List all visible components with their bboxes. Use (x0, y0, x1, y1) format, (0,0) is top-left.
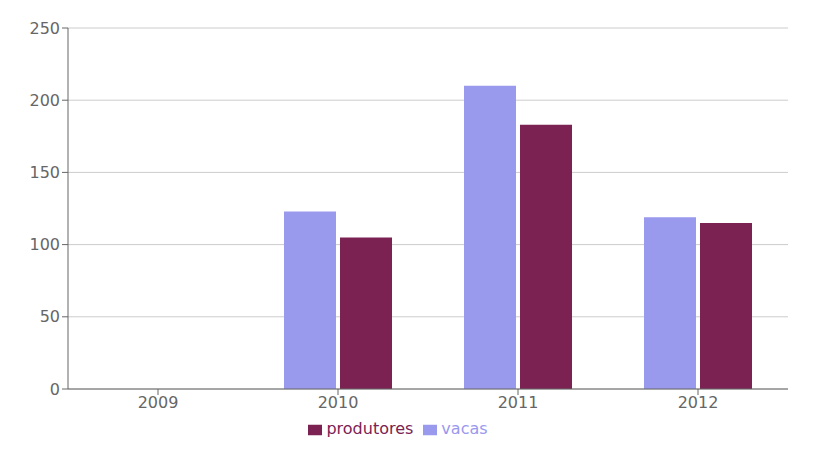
svg-text:2012: 2012 (678, 393, 719, 412)
svg-text:2010: 2010 (318, 393, 359, 412)
svg-text:50: 50 (40, 307, 60, 326)
html-text:produtores: produtores (326, 419, 414, 438)
html-text:vacas: vacas (441, 419, 488, 438)
svg-text:2011: 2011 (498, 393, 539, 412)
svg-text:200: 200 (29, 91, 60, 110)
svg-text:150: 150 (29, 163, 60, 182)
svg-text:2009: 2009 (138, 393, 179, 412)
svg-text:100: 100 (29, 235, 60, 254)
svg-text:0: 0 (50, 380, 60, 399)
svg-text:250: 250 (29, 19, 60, 38)
